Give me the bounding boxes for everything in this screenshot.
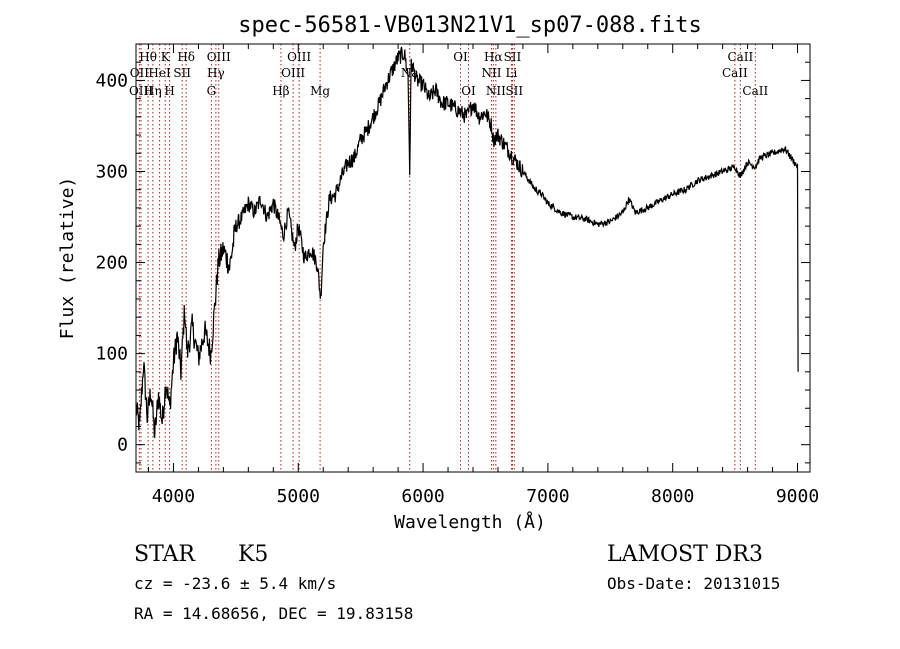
line-label-17: OI [453,50,468,64]
line-label-10: Hγ [207,66,225,80]
line-label-4: HeI [148,66,171,80]
line-label-7: SII [173,66,191,80]
sky-coordinates: RA = 14.68656, DEC = 19.83158 [134,604,413,623]
line-label-23: NII [486,84,506,98]
y-tick-label-1: 100 [95,344,128,365]
line-label-13: OIII [281,66,305,80]
line-label-15: Mg [310,84,330,98]
line-label-5: Hη [144,84,162,98]
line-label-21: NII [481,66,501,80]
y-tick-label-0: 0 [117,435,128,456]
x-tick-label-2: 6000 [401,486,444,507]
line-label-12: OIII [287,50,311,64]
line-label-2: OIII [129,84,153,98]
line-label-9: OIII [207,50,231,64]
y-tick-label-3: 300 [95,161,128,182]
axis-ticks [136,43,810,472]
line-label-18: OI [461,84,476,98]
survey-name: LAMOST DR3 [607,542,763,567]
y-axis-label: Flux (relative) [57,177,78,340]
line-label-20: SII [504,50,522,64]
x-tick-label-5: 9000 [776,486,819,507]
axis-tick-labels: 4000 5000 6000 7000 8000 9000 0 100 200 300 400 [95,70,819,507]
x-axis-label: Wavelength (Å) [394,511,546,533]
y-tick-label-4: 400 [95,70,128,91]
line-label-0: Hθ [139,50,157,64]
x-tick-label-0: 4000 [152,486,195,507]
line-label-25: CaII [727,50,753,64]
spectral-subclass: K5 [238,542,268,567]
x-tick-label-3: 7000 [526,486,569,507]
object-type: STAR [134,542,196,567]
spectrum-line [135,46,799,439]
line-label-6: H [164,84,174,98]
line-label-19: Hα [484,50,503,64]
line-label-26: CaII [722,66,748,80]
line-label-22: Li [506,66,518,80]
observation-date: Obs-Date: 20131015 [607,574,780,593]
y-tick-label-2: 200 [95,253,128,274]
redshift-velocity: cz = -23.6 ± 5.4 km/s [134,574,336,593]
line-label-27: CaII [742,84,768,98]
line-label-24: SII [505,84,523,98]
chart-title: spec-56581-VB013N21V1_sp07-088.fits [238,13,702,38]
line-label-8: Hδ [177,50,195,64]
line-label-14: Hβ [272,84,289,98]
x-tick-label-1: 5000 [277,486,320,507]
x-tick-label-4: 8000 [651,486,694,507]
spectral-line-labels: Hθ OII OIII K HeI Hη H SII Hδ OIII Hγ G OIII OIII Hβ Mg… [129,50,769,98]
line-label-3: K [161,50,171,64]
line-label-1: OII [130,66,150,80]
line-label-11: G [207,84,217,98]
